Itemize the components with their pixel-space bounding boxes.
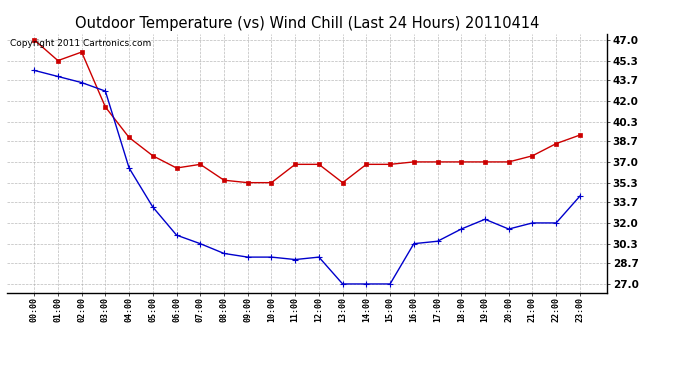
Text: Copyright 2011 Cartronics.com: Copyright 2011 Cartronics.com: [10, 39, 151, 48]
Title: Outdoor Temperature (vs) Wind Chill (Last 24 Hours) 20110414: Outdoor Temperature (vs) Wind Chill (Las…: [75, 16, 540, 31]
